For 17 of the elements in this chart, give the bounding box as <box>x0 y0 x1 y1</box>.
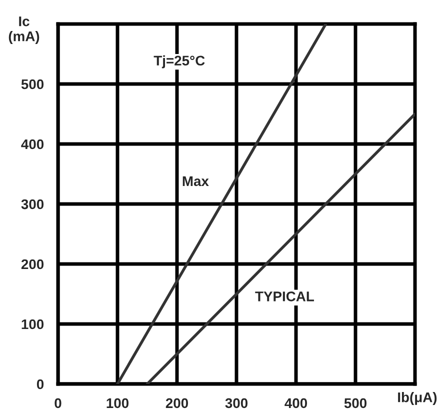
y-tick-label: 400 <box>21 139 44 150</box>
annotation: Max <box>182 176 209 186</box>
y-axis-title: Ic (mA) <box>8 16 40 44</box>
y-tick-label: 200 <box>21 259 44 270</box>
x-tick-label: 100 <box>106 398 129 408</box>
annotation: Tj=25°C <box>154 55 205 68</box>
y-tick-label: 0 <box>36 379 44 390</box>
annotation: TYPICAL <box>255 291 314 302</box>
y-tick-label: 500 <box>21 79 44 90</box>
x-tick-label: 0 <box>54 398 62 408</box>
x-axis-title: Ib(μA) <box>398 392 437 405</box>
x-tick-label: 400 <box>284 398 308 408</box>
y-tick-label: 300 <box>21 199 44 210</box>
y-tick-label: 100 <box>22 319 44 330</box>
x-tick-label: 300 <box>225 398 248 408</box>
x-tick-label: 500 <box>344 398 367 408</box>
x-tick-label: 200 <box>166 398 188 408</box>
